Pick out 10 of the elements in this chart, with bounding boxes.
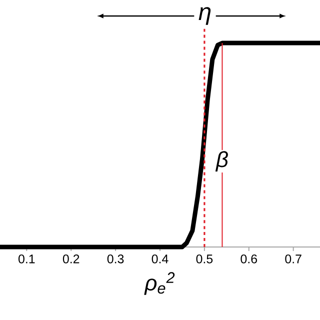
ref-line-label: β — [215, 151, 228, 172]
text: η — [198, 7, 211, 25]
x-tick-label: 0.5 — [196, 254, 213, 264]
x-tick-label: 0.3 — [107, 254, 124, 264]
x-tick-label: 0.4 — [152, 254, 168, 264]
x-tick-label: 0.1 — [18, 254, 35, 264]
x-axis-title: ρ$_{e}$2 — [144, 272, 175, 295]
x-tick-label: 0.7 — [285, 254, 302, 264]
x-tick-label: 0.2 — [62, 254, 80, 264]
x-tick-label: 0.6 — [240, 254, 257, 264]
